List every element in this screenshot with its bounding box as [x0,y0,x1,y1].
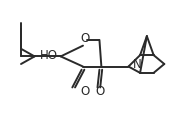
Text: O: O [96,85,105,98]
Text: N: N [133,57,142,71]
Text: O: O [80,32,90,45]
Text: O: O [80,85,90,98]
Text: HO: HO [40,49,58,62]
